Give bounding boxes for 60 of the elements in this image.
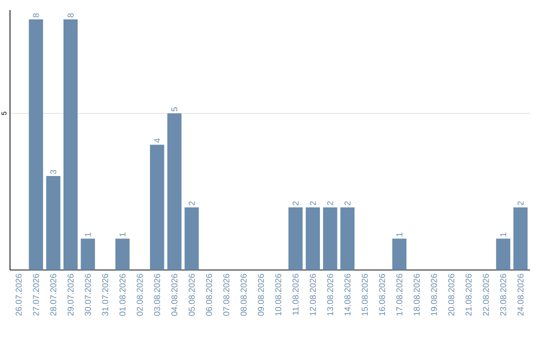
x-tick-label: 08.08.2026 [240,274,247,316]
x-tick-label: 10.08.2026 [275,274,282,316]
x-tick-label: 24.08.2026 [517,274,524,316]
data-label: 8 [32,13,39,18]
x-tick-label: 23.08.2026 [500,274,506,316]
bar [46,176,60,270]
x-tick-label: 31.07.2026 [102,274,108,316]
bar [150,144,164,270]
data-label: 4 [154,138,160,143]
bar [340,207,355,270]
data-label: 3 [50,170,56,174]
x-tick-label: 17.08.2026 [396,274,402,316]
x-tick-label: 06.08.2026 [206,274,212,316]
x-tick-label: 02.08.2026 [136,274,143,316]
data-label: 2 [344,201,350,206]
data-label: 2 [310,201,316,206]
data-label: 2 [292,201,298,206]
data-label: 2 [327,201,334,206]
bar [115,238,130,270]
x-tick-label: 27.07.2026 [32,274,39,316]
bar [184,207,199,270]
x-tick-label: 20.08.2026 [448,274,454,316]
bar [496,238,510,270]
bar [513,207,528,270]
x-tick-label: 30.07.2026 [84,274,91,316]
bar [392,238,406,270]
bar [63,19,78,270]
x-tick-label: 22.08.2026 [482,274,489,316]
x-tick-label: 18.08.2026 [414,274,420,316]
x-tick-label: 19.08.2026 [430,274,437,316]
x-tick-label: 01.08.2026 [119,274,126,316]
x-tick-label: 05.08.2026 [188,274,195,316]
data-label: 1 [500,232,506,236]
data-label: 1 [396,232,402,236]
bar [80,238,95,270]
data-label: 2 [188,201,195,206]
x-tick-label: 26.07.2026 [16,274,22,316]
bar [288,207,303,270]
x-tick-label: 07.08.2026 [223,274,230,316]
x-tick-label: 11.08.2026 [292,274,299,315]
bar [323,207,338,270]
x-tick-label: 15.08.2026 [362,274,368,316]
x-tick-label: 29.07.2026 [68,274,74,316]
x-tick-label: 03.08.2026 [154,274,160,316]
x-tick-label: 14.08.2026 [344,274,350,316]
x-tick-label: 09.08.2026 [258,274,264,316]
bar [167,113,182,270]
bar [306,207,320,270]
data-label: 5 [171,107,178,112]
data-label: 1 [84,232,91,236]
x-tick-label: 28.07.2026 [50,274,56,316]
data-label: 2 [518,201,524,206]
data-label: 1 [120,232,126,236]
x-tick-label: 04.08.2026 [171,274,178,316]
x-tick-label: 16.08.2026 [379,274,386,316]
x-tick-label: 12.08.2026 [310,274,316,316]
bar [28,19,44,270]
x-tick-label: 13.08.2026 [327,274,334,316]
data-label: 8 [68,13,74,18]
x-tick-label: 21.08.2026 [466,274,472,316]
